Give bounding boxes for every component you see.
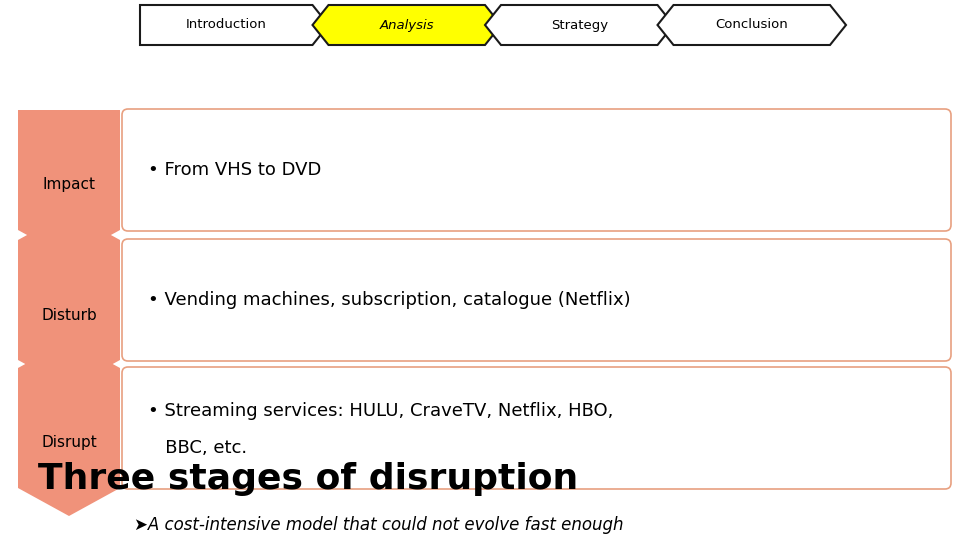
Polygon shape: [140, 5, 328, 45]
FancyBboxPatch shape: [122, 109, 951, 231]
FancyBboxPatch shape: [122, 239, 951, 361]
FancyBboxPatch shape: [122, 367, 951, 489]
Text: Disrupt: Disrupt: [41, 435, 97, 450]
Text: • Streaming services: HULU, CraveTV, Netflix, HBO,: • Streaming services: HULU, CraveTV, Net…: [148, 402, 613, 421]
Text: • Vending machines, subscription, catalogue (Netflix): • Vending machines, subscription, catalo…: [148, 291, 631, 309]
Polygon shape: [18, 212, 120, 388]
Text: Strategy: Strategy: [551, 18, 608, 31]
Text: Disturb: Disturb: [41, 307, 97, 322]
Polygon shape: [658, 5, 846, 45]
Polygon shape: [18, 110, 120, 258]
Text: Three stages of disruption: Three stages of disruption: [38, 462, 579, 496]
Text: Impact: Impact: [42, 178, 95, 192]
Text: Analysis: Analysis: [379, 18, 434, 31]
Polygon shape: [485, 5, 674, 45]
Text: BBC, etc.: BBC, etc.: [148, 439, 247, 457]
Text: • From VHS to DVD: • From VHS to DVD: [148, 161, 322, 179]
Polygon shape: [18, 340, 120, 516]
Text: Introduction: Introduction: [186, 18, 267, 31]
Polygon shape: [313, 5, 501, 45]
Text: ➤A cost-intensive model that could not evolve fast enough: ➤A cost-intensive model that could not e…: [134, 516, 624, 534]
Text: Conclusion: Conclusion: [715, 18, 788, 31]
